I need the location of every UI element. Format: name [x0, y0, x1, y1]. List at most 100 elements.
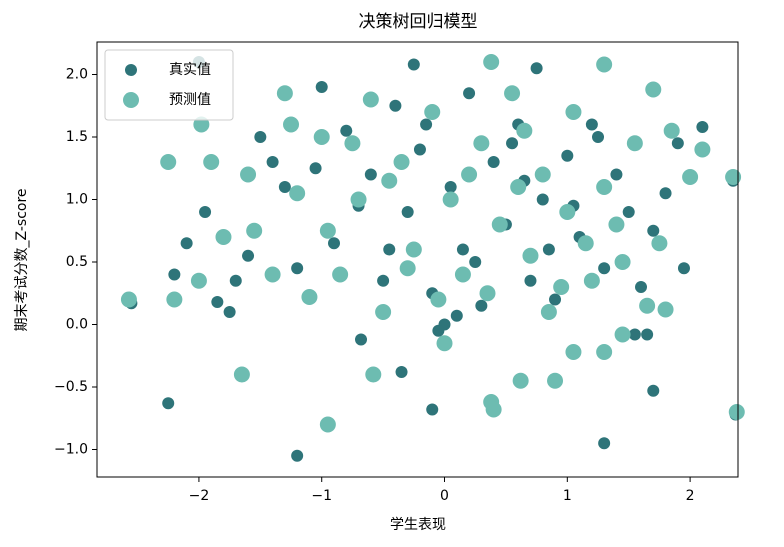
point — [559, 204, 576, 220]
point — [659, 187, 672, 200]
point — [628, 328, 641, 341]
point — [608, 216, 625, 233]
point — [524, 274, 537, 287]
point — [365, 366, 382, 383]
point — [160, 154, 177, 170]
y-tick-label: 2.0 — [66, 67, 88, 83]
point — [313, 129, 330, 145]
point — [682, 169, 699, 185]
point — [549, 293, 562, 306]
point — [199, 206, 212, 218]
point — [393, 154, 410, 170]
legend-marker — [123, 92, 139, 108]
point — [432, 324, 445, 337]
x-axis-label: 学生表现 — [390, 517, 446, 533]
point — [647, 384, 660, 397]
point — [475, 299, 488, 312]
point — [289, 185, 306, 202]
point — [479, 285, 496, 302]
point — [223, 306, 236, 318]
point — [355, 333, 368, 346]
point — [614, 326, 631, 343]
point — [168, 268, 181, 281]
point — [461, 166, 478, 183]
point — [585, 118, 598, 131]
point — [301, 289, 318, 305]
point — [565, 104, 582, 120]
point — [696, 121, 709, 133]
point — [166, 291, 183, 308]
point — [647, 224, 660, 237]
point — [547, 372, 564, 389]
legend-box — [104, 49, 234, 121]
point — [553, 279, 570, 295]
point — [319, 222, 336, 239]
point — [469, 256, 482, 268]
point — [657, 301, 674, 318]
point — [504, 85, 521, 102]
point — [510, 179, 527, 195]
point — [598, 262, 611, 275]
point — [246, 222, 263, 239]
point — [283, 116, 300, 133]
point — [291, 262, 304, 275]
legend-marker — [125, 64, 137, 76]
point — [309, 162, 322, 175]
point — [522, 247, 539, 264]
point — [725, 169, 742, 185]
point — [534, 166, 551, 183]
legend-label: 预测值 — [169, 92, 211, 108]
point — [364, 168, 377, 181]
point — [598, 437, 611, 450]
point — [215, 229, 232, 245]
point — [381, 172, 398, 189]
point — [641, 328, 654, 341]
point — [266, 156, 279, 168]
point — [420, 118, 433, 131]
point — [233, 366, 250, 383]
chart-title: 决策树回归模型 — [359, 12, 478, 32]
point — [405, 241, 422, 258]
point — [450, 309, 463, 322]
point — [530, 62, 543, 75]
point — [344, 135, 361, 152]
point — [436, 335, 453, 352]
x-tick-label: 0 — [440, 488, 449, 504]
point — [426, 403, 439, 416]
point — [516, 122, 533, 139]
point — [592, 131, 605, 143]
point — [413, 143, 426, 156]
point — [610, 168, 623, 181]
point — [671, 137, 684, 150]
point — [375, 304, 392, 320]
point — [211, 296, 224, 308]
plot-frame — [96, 41, 739, 478]
point — [395, 366, 408, 378]
point — [634, 281, 647, 293]
x-tick-label: 1 — [563, 488, 572, 504]
y-tick-label: 1.0 — [66, 192, 88, 208]
point — [278, 181, 291, 193]
point — [254, 131, 267, 143]
point — [399, 260, 416, 277]
point — [264, 266, 281, 283]
point — [442, 191, 459, 208]
point — [540, 304, 557, 320]
legend-label: 真实值 — [169, 62, 211, 78]
point — [577, 235, 594, 252]
point — [229, 274, 242, 287]
x-tick-label: −2 — [189, 488, 210, 504]
point — [596, 56, 613, 73]
point — [389, 99, 402, 112]
point — [454, 266, 471, 283]
point — [162, 397, 175, 410]
y-tick-label: −0.5 — [54, 379, 88, 395]
point — [315, 81, 328, 93]
point — [190, 272, 207, 289]
point — [487, 156, 500, 168]
point — [677, 262, 690, 275]
point — [639, 297, 656, 314]
point — [463, 87, 476, 100]
point — [728, 404, 745, 420]
